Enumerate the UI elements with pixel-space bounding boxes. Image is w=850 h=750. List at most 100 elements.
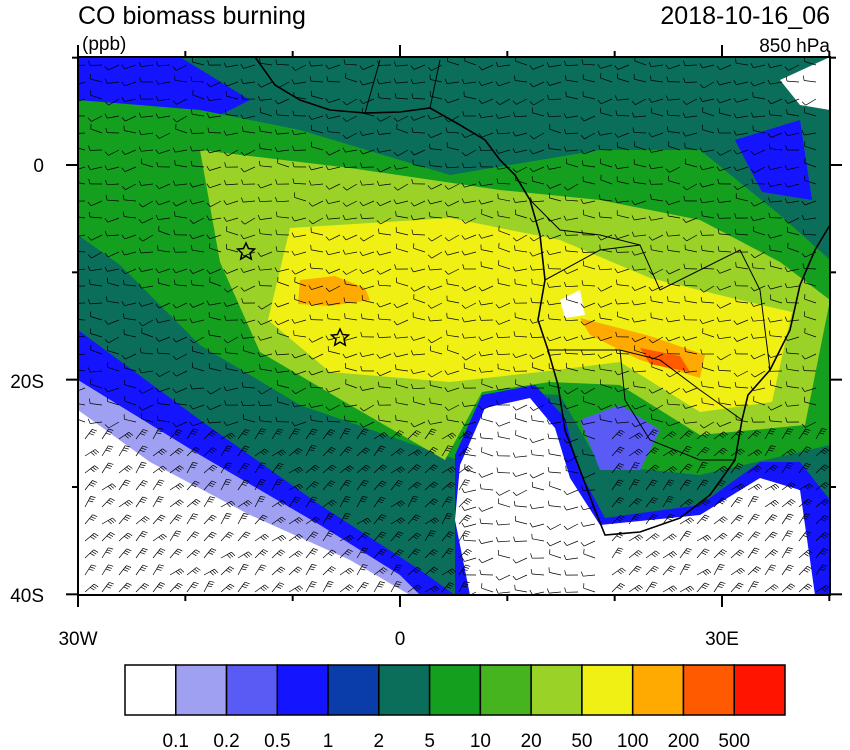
wind-barb-flag — [495, 164, 499, 170]
wind-barb — [481, 437, 494, 440]
wind-barb — [565, 421, 579, 424]
wind-barb — [362, 353, 375, 358]
wind-barb-flag — [682, 367, 686, 373]
wind-barb-flag — [274, 99, 279, 105]
wind-barb-flag — [344, 552, 350, 556]
wind-barb-flag — [413, 550, 419, 554]
wind-barb — [339, 465, 350, 474]
wind-barb — [685, 132, 698, 137]
wind-barb-flag — [739, 531, 744, 535]
wind-barb-flag — [512, 131, 516, 137]
wind-barb-flag — [231, 432, 236, 437]
wind-barb — [276, 200, 290, 203]
wind-barb-flag — [670, 450, 675, 455]
wind-barb-flag — [820, 430, 826, 433]
wind-barb — [685, 421, 698, 424]
wind-barb-flag — [449, 467, 455, 472]
wind-barb — [203, 568, 215, 576]
wind-barb-flag — [359, 423, 364, 428]
wind-barb-flag — [614, 370, 618, 376]
wind-barb-flag — [802, 263, 805, 269]
wind-barb — [447, 251, 460, 256]
wind-barb-flag — [71, 98, 74, 102]
wind-barb-flag — [328, 513, 334, 516]
wind-barb-flag — [342, 402, 346, 408]
wind-barb-flag — [751, 262, 754, 268]
wind-barb — [702, 166, 715, 171]
wind-barb-flag — [447, 485, 452, 489]
wind-barb-flag — [206, 215, 210, 221]
wind-barb — [407, 449, 419, 457]
wind-barb-flag — [653, 429, 659, 432]
wind-barb — [288, 483, 300, 491]
wind-barb-flag — [735, 518, 741, 522]
wind-barb-flag — [733, 149, 737, 155]
wind-barb-flag — [530, 449, 533, 455]
wind-barb-flag — [223, 81, 227, 87]
wind-barb — [498, 436, 511, 440]
wind-barb-flag — [512, 559, 517, 564]
wind-barb — [600, 77, 613, 83]
wind-barb-flag — [581, 280, 584, 286]
wind-barb-flag — [415, 483, 420, 487]
wind-barb-flag — [547, 143, 550, 149]
wind-barb-flag — [683, 77, 686, 83]
wind-barb-flag — [309, 585, 315, 588]
wind-barb — [193, 217, 205, 224]
wind-barb — [651, 198, 664, 202]
wind-barb-flag — [257, 352, 261, 357]
wind-barb-flag — [597, 99, 602, 105]
wind-barb — [322, 530, 330, 542]
wind-barb — [458, 549, 468, 559]
wind-barb-flag — [92, 466, 97, 471]
wind-barb-flag — [802, 75, 805, 81]
wind-barb-flag — [121, 269, 126, 275]
wind-barb-flag — [325, 236, 330, 241]
wind-barb-flag — [228, 531, 234, 535]
wind-barb — [798, 428, 806, 440]
wind-barb-flag — [823, 548, 829, 551]
wind-barb-flag — [563, 390, 568, 395]
wind-barb-flag — [87, 165, 91, 170]
wind-barb-flag — [773, 464, 779, 468]
wind-barb-flag — [737, 516, 742, 520]
wind-barb-flag — [410, 287, 415, 292]
wind-barb — [548, 438, 562, 440]
wind-barb — [345, 353, 358, 359]
wind-barb-flag — [707, 534, 712, 539]
wind-barb — [787, 336, 800, 341]
wind-barb — [101, 547, 109, 559]
wind-barb — [696, 548, 705, 559]
wind-barb — [458, 498, 468, 508]
wind-barb — [804, 179, 817, 185]
wind-barb-flag — [141, 498, 147, 501]
wind-barb-flag — [274, 350, 278, 356]
wind-barb — [583, 265, 596, 270]
wind-barb-flag — [87, 236, 92, 241]
wind-barb-flag — [190, 517, 196, 520]
wind-barb-flag — [699, 97, 703, 102]
wind-barb-flag — [243, 502, 248, 507]
wind-barb — [616, 353, 630, 355]
wind-barb — [328, 302, 341, 306]
wind-barb — [346, 200, 358, 207]
wind-barb-flag — [173, 534, 179, 537]
wind-barb — [379, 251, 392, 256]
wind-barb — [617, 200, 630, 203]
wind-barb-flag — [310, 535, 316, 538]
wind-barb-flag — [325, 250, 329, 255]
wind-barb-flag — [803, 450, 809, 453]
wind-barb-flag — [563, 554, 567, 560]
wind-barb-flag — [650, 583, 657, 586]
wind-barb — [662, 565, 672, 576]
wind-barb — [617, 387, 630, 393]
wind-barb-flag — [733, 113, 737, 119]
wind-barb — [769, 114, 783, 117]
wind-barb-flag — [546, 234, 550, 240]
wind-barb — [634, 78, 647, 83]
wind-barb-flag — [736, 498, 742, 502]
wind-barb — [78, 147, 86, 151]
wind-barb-flag — [650, 194, 652, 200]
wind-barb — [730, 514, 740, 525]
wind-barb — [747, 483, 759, 491]
